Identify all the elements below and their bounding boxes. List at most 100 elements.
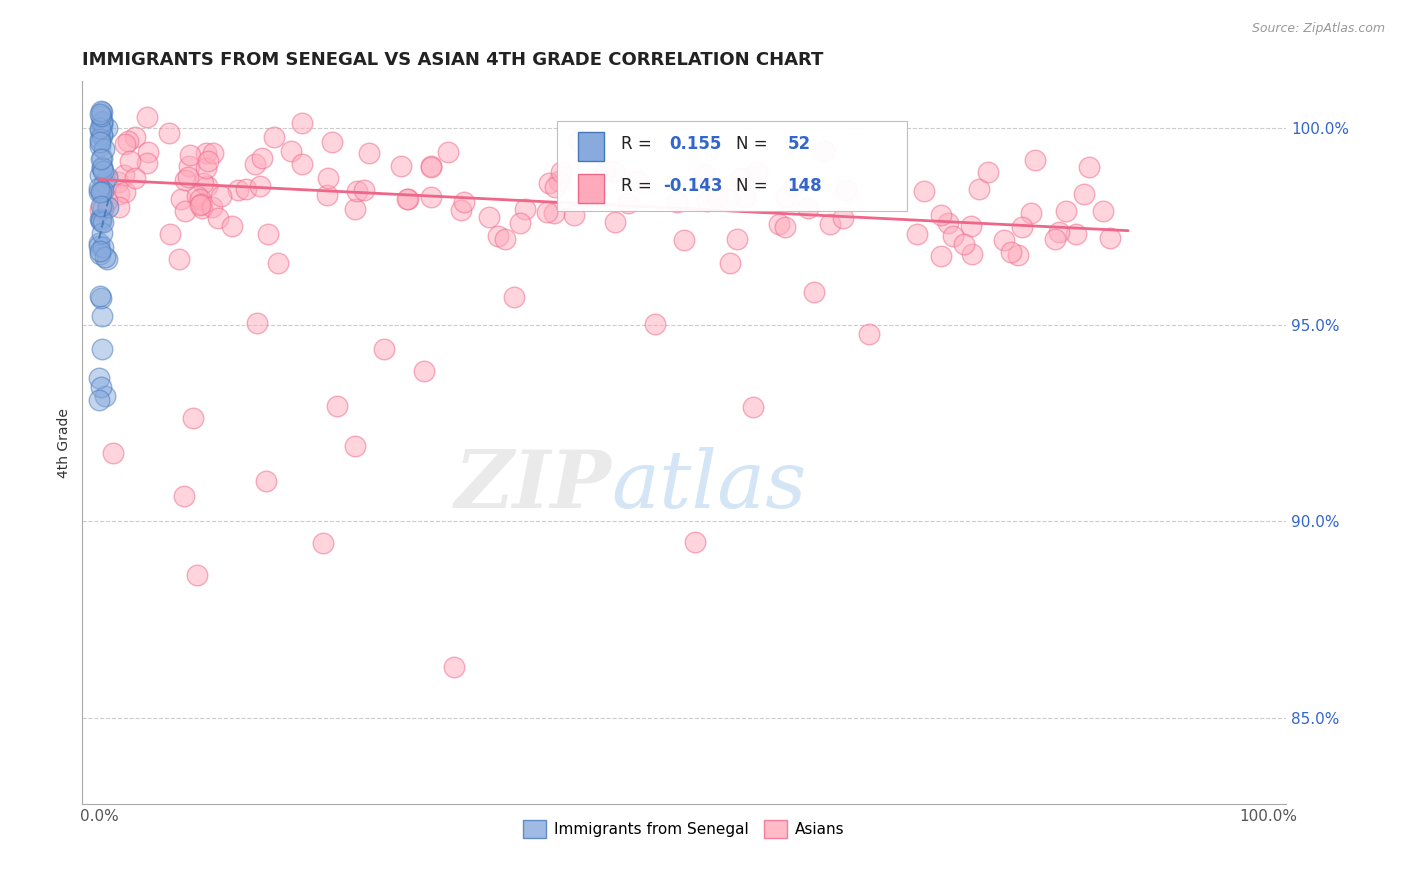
Point: [718, 255, 741, 269]
Point: [389, 159, 412, 173]
Point: [644, 317, 666, 331]
Point: [263, 130, 285, 145]
Point: [167, 252, 190, 266]
Point: [593, 164, 616, 178]
Point: [96, 252, 118, 266]
Point: [91, 214, 114, 228]
Point: [1054, 204, 1077, 219]
Point: [90, 109, 112, 123]
Point: [967, 182, 990, 196]
Point: [91, 201, 114, 215]
Point: [191, 176, 214, 190]
Text: R =: R =: [621, 136, 657, 153]
Point: [291, 157, 314, 171]
Legend: Immigrants from Senegal, Asians: Immigrants from Senegal, Asians: [517, 814, 851, 844]
Point: [564, 209, 586, 223]
Point: [89, 132, 111, 146]
Point: [170, 192, 193, 206]
Point: [89, 121, 111, 136]
Point: [91, 226, 114, 240]
Point: [138, 145, 160, 159]
Point: [107, 187, 129, 202]
Point: [603, 215, 626, 229]
Point: [419, 159, 441, 173]
Point: [741, 400, 763, 414]
Point: [1021, 206, 1043, 220]
Point: [190, 197, 212, 211]
Text: N =: N =: [735, 136, 772, 153]
Point: [101, 446, 124, 460]
Point: [353, 183, 375, 197]
Point: [90, 104, 112, 119]
Point: [89, 392, 111, 407]
Text: N =: N =: [735, 177, 772, 195]
Point: [124, 129, 146, 144]
Point: [813, 144, 835, 158]
Point: [437, 145, 460, 160]
Point: [124, 170, 146, 185]
Point: [91, 160, 114, 174]
Point: [90, 309, 112, 323]
Point: [186, 188, 208, 202]
Point: [1007, 248, 1029, 262]
Point: [953, 237, 976, 252]
Point: [249, 178, 271, 193]
Point: [89, 180, 111, 194]
Point: [90, 185, 112, 199]
Point: [343, 202, 366, 216]
Point: [174, 203, 197, 218]
Point: [188, 192, 211, 206]
Point: [603, 165, 626, 179]
Point: [312, 535, 335, 549]
Point: [90, 379, 112, 393]
Point: [96, 121, 118, 136]
Point: [578, 189, 600, 203]
Point: [942, 228, 965, 243]
Point: [1098, 231, 1121, 245]
Point: [91, 240, 114, 254]
Point: [413, 364, 436, 378]
Text: 0.155: 0.155: [669, 136, 721, 153]
Point: [157, 126, 180, 140]
Point: [246, 316, 269, 330]
Point: [250, 151, 273, 165]
Point: [494, 232, 516, 246]
Point: [696, 194, 718, 208]
Point: [89, 239, 111, 253]
Point: [962, 246, 984, 260]
Point: [1064, 227, 1087, 241]
Point: [136, 155, 159, 169]
Point: [114, 137, 136, 152]
Point: [547, 174, 569, 188]
Point: [89, 123, 111, 137]
Point: [666, 195, 689, 210]
Point: [201, 146, 224, 161]
Point: [503, 290, 526, 304]
Point: [90, 214, 112, 228]
Point: [177, 159, 200, 173]
Point: [346, 184, 368, 198]
Point: [544, 180, 567, 194]
Point: [1091, 204, 1114, 219]
Point: [672, 233, 695, 247]
Point: [280, 144, 302, 158]
Point: [730, 171, 752, 186]
Point: [91, 184, 114, 198]
Point: [685, 534, 707, 549]
Point: [194, 145, 217, 160]
Point: [626, 174, 648, 188]
Point: [89, 203, 111, 218]
Point: [745, 165, 768, 179]
Point: [1000, 245, 1022, 260]
Point: [89, 289, 111, 303]
Point: [89, 212, 111, 227]
Point: [1011, 220, 1033, 235]
Point: [803, 285, 825, 300]
Point: [89, 185, 111, 199]
Point: [91, 152, 114, 166]
Point: [912, 184, 935, 198]
Point: [797, 201, 820, 215]
Point: [1047, 226, 1070, 240]
Point: [89, 136, 111, 150]
Point: [96, 194, 118, 209]
